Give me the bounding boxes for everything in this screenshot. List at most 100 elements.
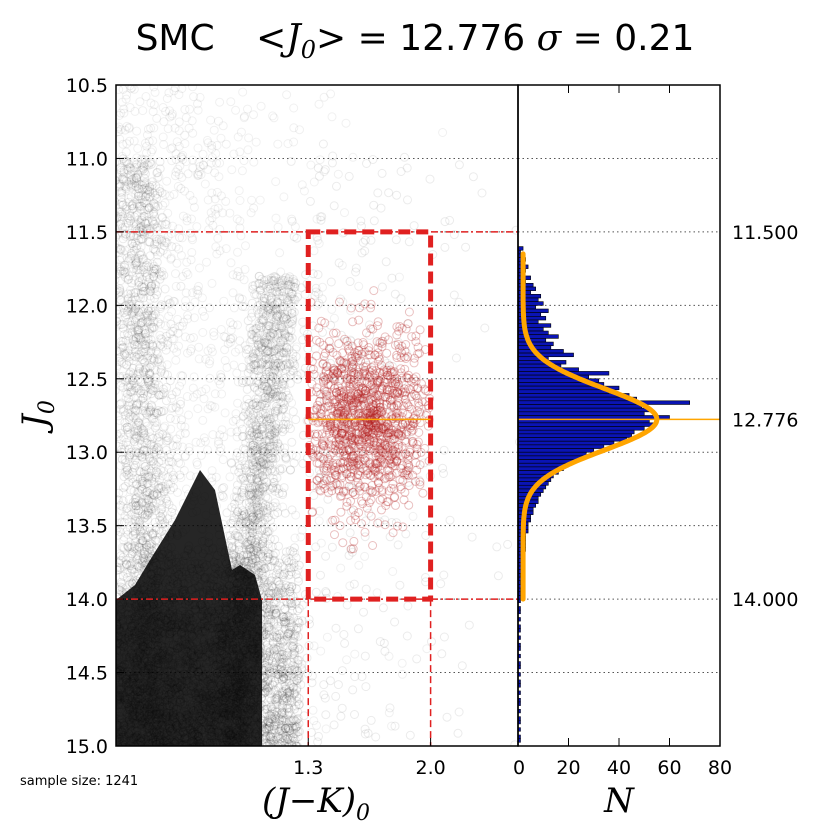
- field-star-marker: [269, 736, 279, 746]
- field-star-marker: [284, 724, 294, 734]
- field-star-marker: [244, 745, 250, 746]
- field-star-marker: [273, 724, 283, 734]
- field-star-marker: [201, 747, 209, 755]
- field-star-marker: [285, 546, 295, 556]
- field-star-marker: [116, 565, 123, 575]
- field-star-marker: [287, 665, 297, 675]
- field-star-marker: [231, 551, 241, 561]
- field-star-marker: [274, 626, 284, 636]
- field-star-marker: [204, 747, 212, 755]
- field-star-marker: [260, 752, 268, 760]
- field-star-marker: [282, 597, 292, 607]
- field-star-marker: [124, 747, 132, 755]
- field-star-marker: [292, 721, 302, 731]
- field-star-marker: [289, 558, 299, 568]
- field-star-marker: [263, 651, 273, 661]
- field-star-marker: [126, 751, 134, 759]
- field-star-marker: [279, 673, 289, 682]
- field-star-marker: [294, 727, 304, 737]
- field-star-marker: [276, 667, 286, 677]
- field-star-marker: [262, 600, 272, 610]
- field-star-marker: [271, 741, 280, 746]
- field-star-marker: [273, 695, 283, 705]
- field-star-marker: [100, 428, 108, 436]
- field-star-marker: [223, 751, 231, 759]
- field-star-marker: [283, 670, 293, 680]
- field-star-marker: [276, 664, 286, 674]
- field-star-marker: [291, 744, 298, 746]
- field-star-marker: [116, 749, 124, 757]
- field-star-marker: [164, 754, 172, 762]
- field-star-marker: [261, 701, 271, 711]
- field-star-marker: [269, 663, 279, 673]
- field-star-marker: [278, 693, 288, 703]
- field-star-marker: [286, 598, 295, 608]
- field-star-marker: [276, 708, 286, 718]
- field-star-marker: [251, 756, 259, 764]
- field-star-marker: [273, 642, 283, 652]
- field-star-marker: [184, 755, 192, 763]
- field-star-marker: [207, 756, 215, 764]
- field-star-marker: [290, 735, 300, 745]
- field-star-marker: [253, 747, 261, 755]
- field-star-marker: [226, 748, 234, 756]
- field-star-marker: [182, 752, 190, 760]
- field-star-marker: [138, 753, 146, 761]
- field-star-marker: [160, 754, 168, 762]
- field-star-marker: [292, 666, 302, 675]
- field-star-marker: [139, 749, 147, 757]
- field-star-marker: [120, 751, 128, 759]
- field-star-marker: [217, 752, 225, 760]
- field-star-marker: [218, 754, 226, 762]
- field-star-marker: [278, 756, 286, 764]
- field-star-marker: [220, 745, 225, 746]
- field-star-marker: [214, 750, 222, 758]
- field-star-marker: [267, 601, 277, 611]
- field-star-marker: [270, 706, 280, 716]
- title-galaxy: SMC: [136, 18, 215, 59]
- field-star-marker: [286, 666, 296, 676]
- field-star-marker: [159, 755, 167, 763]
- title-mean-value: 12.776: [399, 18, 525, 59]
- field-star-marker: [275, 659, 285, 669]
- field-star-marker: [171, 750, 179, 758]
- field-star-marker: [171, 754, 179, 762]
- field-star-marker: [284, 739, 294, 746]
- field-star-marker: [279, 756, 287, 764]
- field-star-marker: [183, 753, 191, 761]
- field-star-marker: [290, 704, 299, 714]
- field-star-marker: [273, 670, 283, 680]
- field-star-marker: [266, 702, 276, 712]
- field-star-marker: [277, 658, 287, 668]
- field-star-marker: [212, 753, 220, 761]
- field-star-marker: [283, 629, 293, 639]
- field-star-marker: [271, 732, 281, 742]
- field-star-marker: [291, 722, 301, 732]
- field-star-marker: [196, 748, 204, 756]
- field-star-marker: [170, 749, 178, 757]
- field-star-marker: [133, 561, 143, 571]
- field-star-marker: [267, 752, 275, 760]
- field-star-marker: [289, 682, 299, 692]
- field-star-marker: [285, 751, 293, 759]
- field-star-marker: [290, 650, 300, 660]
- field-star-marker: [148, 745, 153, 746]
- field-star-marker: [281, 750, 289, 758]
- field-star-marker: [264, 710, 274, 720]
- field-star-marker: [267, 680, 277, 689]
- field-star-marker: [275, 642, 285, 652]
- field-star-marker: [195, 751, 203, 759]
- field-star-marker: [244, 756, 252, 764]
- field-star-marker: [278, 666, 288, 676]
- field-star-marker: [175, 747, 183, 755]
- field-star-marker: [261, 738, 271, 746]
- field-star-marker: [143, 749, 151, 757]
- field-star-marker: [141, 752, 149, 760]
- field-star-marker: [176, 749, 184, 757]
- field-star-marker: [219, 753, 227, 761]
- field-star-marker: [182, 748, 190, 756]
- field-star-marker: [274, 633, 284, 643]
- field-star-marker: [127, 754, 135, 762]
- field-star-marker: [274, 755, 282, 763]
